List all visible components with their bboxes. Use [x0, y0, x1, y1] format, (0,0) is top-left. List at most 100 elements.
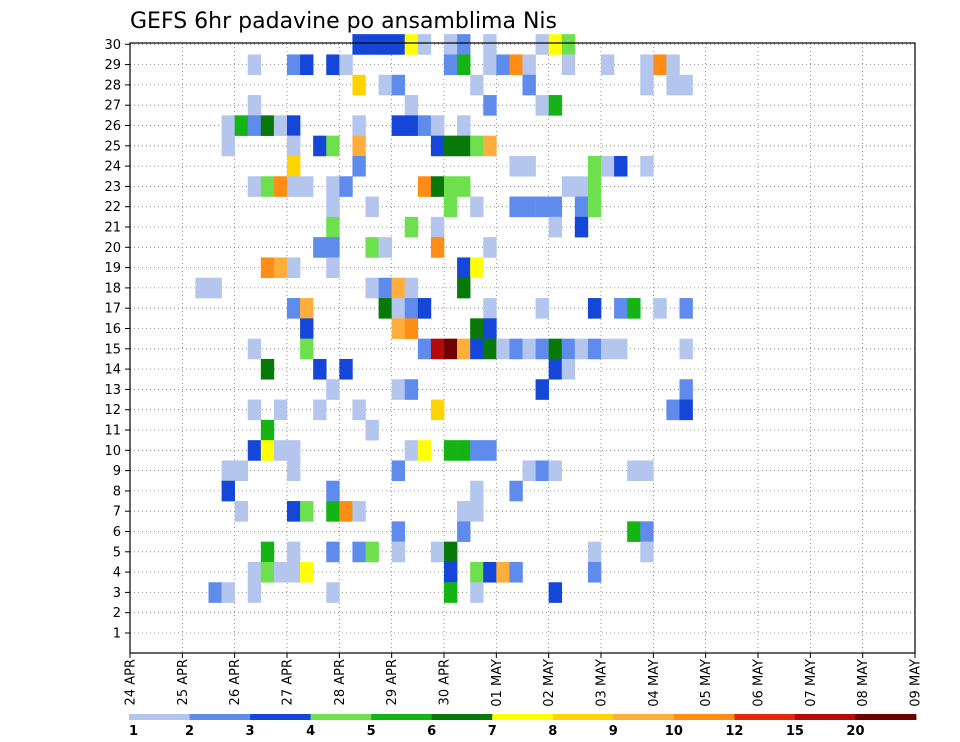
- heatmap-cell: [260, 358, 275, 380]
- heatmap-cell: [640, 54, 654, 76]
- y-tick-label: 17: [104, 302, 121, 317]
- heatmap-cell: [417, 176, 432, 197]
- heatmap-cell: [313, 358, 327, 380]
- heatmap-cell: [339, 176, 353, 197]
- heatmap-cell: [430, 115, 445, 136]
- heatmap-cell: [273, 440, 288, 461]
- heatmap-cell: [417, 338, 432, 360]
- heatmap-cell: [535, 460, 549, 482]
- heatmap-cell: [587, 155, 602, 177]
- heatmap-cell: [509, 480, 523, 502]
- heatmap-cell: [444, 338, 458, 360]
- heatmap-cell: [300, 176, 314, 197]
- heatmap-cell: [404, 277, 419, 299]
- y-tick-label: 8: [113, 484, 121, 499]
- heatmap-cell: [483, 561, 497, 583]
- heatmap-cell: [326, 379, 340, 400]
- heatmap-cell: [365, 419, 379, 441]
- heatmap-cell: [470, 440, 484, 461]
- y-tick-label: 21: [104, 221, 121, 236]
- heatmap-cell: [561, 34, 576, 55]
- legend-swatch: [431, 714, 493, 720]
- heatmap-cell: [287, 155, 301, 177]
- y-tick-label: 6: [113, 525, 121, 540]
- heatmap-cell: [457, 338, 471, 360]
- legend-label: 6: [427, 724, 436, 739]
- y-tick-label: 13: [104, 383, 121, 398]
- heatmap-cell: [417, 34, 432, 55]
- heatmap-cell: [221, 460, 235, 482]
- heatmap-cell: [260, 419, 275, 441]
- heatmap-cell: [326, 54, 340, 76]
- heatmap-cell: [273, 115, 288, 136]
- heatmap-cell: [287, 115, 301, 136]
- heatmap-cell: [444, 561, 458, 583]
- y-tick-label: 10: [104, 444, 121, 459]
- heatmap-cell: [679, 338, 693, 360]
- heatmap-cell: [444, 54, 458, 76]
- legend-swatch: [794, 714, 856, 720]
- heatmap-cell: [326, 582, 340, 603]
- heatmap-cell: [352, 399, 366, 421]
- heatmap-cell: [326, 176, 340, 197]
- heatmap-cell: [260, 176, 275, 197]
- heatmap-cell: [300, 318, 314, 339]
- heatmap-cell: [535, 95, 549, 116]
- heatmap-cell: [640, 541, 654, 563]
- y-tick-label: 25: [104, 139, 121, 154]
- heatmap-cell: [287, 176, 301, 197]
- heatmap-cell: [587, 196, 602, 218]
- heatmap-cell: [679, 298, 693, 319]
- legend-swatch: [129, 714, 190, 720]
- heatmap-cell: [287, 501, 301, 522]
- heatmap-cell: [313, 135, 327, 157]
- heatmap-cell: [326, 237, 340, 258]
- y-tick-label: 30: [104, 38, 121, 53]
- heatmap-cell: [509, 196, 523, 218]
- legend-swatch: [310, 714, 372, 720]
- heatmap-cell: [247, 399, 262, 421]
- heatmap-cell: [535, 34, 549, 55]
- heatmap-cell: [417, 115, 432, 136]
- x-tick-label: 24 APR: [124, 659, 139, 705]
- y-tick-label: 3: [113, 586, 121, 601]
- heatmap-cell: [430, 216, 445, 238]
- legend-label: 20: [846, 724, 864, 739]
- legend-swatch: [492, 714, 554, 720]
- heatmap-cell: [260, 440, 275, 461]
- y-axis-ticks: 1234567891011121314151617181920212223242…: [104, 38, 130, 642]
- heatmap-cell: [640, 460, 654, 482]
- heatmap-cell: [260, 541, 275, 563]
- heatmap-cell: [404, 34, 419, 55]
- heatmap-cell: [666, 399, 680, 421]
- heatmap-cell: [300, 561, 314, 583]
- heatmap-cell: [522, 460, 536, 482]
- heatmap-cell: [457, 176, 471, 197]
- heatmap-cell: [391, 318, 406, 339]
- heatmap-cell: [444, 541, 458, 563]
- heatmap-cell: [457, 277, 471, 299]
- heatmap-cell: [444, 196, 458, 218]
- heatmap-cell: [640, 521, 654, 542]
- y-tick-label: 19: [104, 261, 121, 276]
- heatmap-cell: [352, 74, 366, 96]
- heatmap-cell: [509, 54, 523, 76]
- heatmap-cell: [627, 521, 641, 542]
- x-tick-label: 30 APR: [438, 659, 453, 705]
- y-tick-label: 22: [104, 200, 121, 215]
- heatmap-cell: [561, 54, 576, 76]
- heatmap-cell: [221, 135, 235, 157]
- heatmap-cell: [273, 399, 288, 421]
- heatmap-cell: [457, 54, 471, 76]
- heatmap-cell: [287, 54, 301, 76]
- x-tick-label: 27 APR: [281, 659, 296, 705]
- heatmap-cell: [365, 541, 379, 563]
- legend-label: 8: [548, 724, 557, 739]
- heatmap-cell: [352, 115, 366, 136]
- heatmap-cell: [509, 155, 523, 177]
- heatmap-cell: [404, 318, 419, 339]
- legend-swatch: [371, 714, 433, 720]
- heatmap-cell: [535, 298, 549, 319]
- x-tick-label: 05 MAY: [699, 659, 714, 707]
- heatmap-cell: [470, 74, 484, 96]
